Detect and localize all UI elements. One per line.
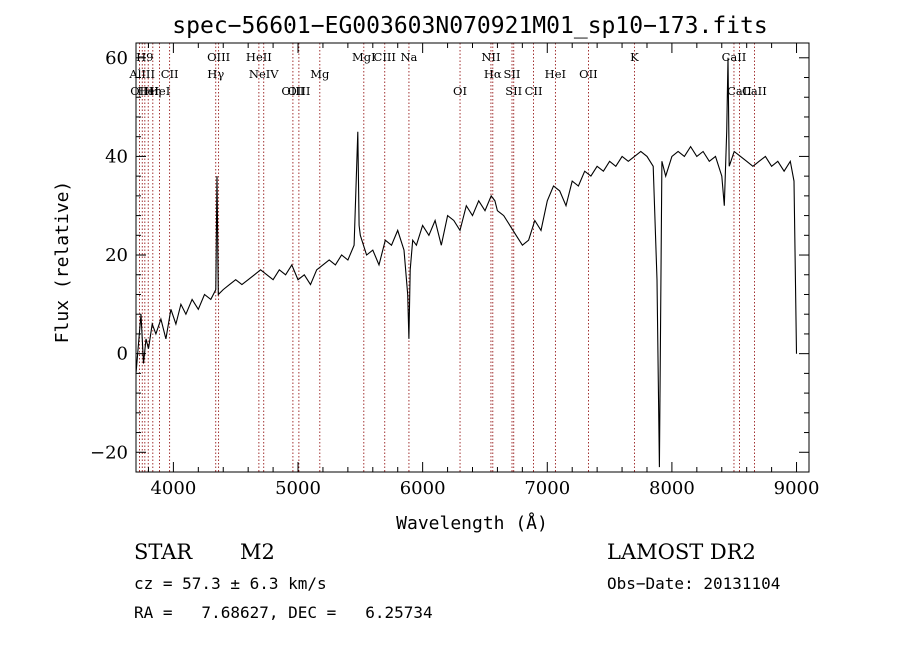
x-tick-label-8000: 8000 — [649, 478, 695, 499]
line-marker-label-10: NeIV — [249, 67, 279, 81]
line-marker-label-16: Na — [400, 50, 417, 64]
line-marker-label-20: SII — [504, 67, 521, 81]
chart-title: spec−56601−EG003603N070921M01_sp10−173.f… — [172, 13, 767, 39]
x-tick-label-6000: 6000 — [400, 478, 446, 499]
line-marker-label-17: OI — [453, 84, 467, 98]
line-marker-label-0: OII — [130, 84, 149, 98]
line-marker-label-5: HeI — [149, 84, 170, 98]
line-marker-label-26: CaII — [722, 50, 747, 64]
y-tick-label-60: 60 — [105, 48, 128, 69]
line-marker-label-28: CaII — [742, 84, 767, 98]
line-marker-label-3: HeI — [138, 84, 159, 98]
line-marker-label-4: Hη — [144, 84, 161, 98]
y-tick-label-40: 40 — [105, 146, 128, 167]
x-tick-label-9000: 9000 — [774, 478, 820, 499]
line-marker-label-11: OIII — [281, 84, 304, 98]
survey-name: LAMOST DR2 — [607, 540, 756, 564]
coordinates: RA = 7.68627, DEC = 6.25734 — [134, 603, 433, 622]
line-marker-label-15: CIII — [374, 50, 396, 64]
line-marker-label-12: OIII — [287, 84, 310, 98]
axis-tick-labels: 4000 5000 6000 7000 8000 9000 −20 0 20 40 60 — [90, 48, 819, 499]
x-tick-label-5000: 5000 — [275, 478, 321, 499]
line-marker-label-21: SII — [505, 84, 522, 98]
x-tick-label-4000: 4000 — [150, 478, 196, 499]
line-marker-label-8: OIII — [207, 50, 230, 64]
x-tick-label-7000: 7000 — [524, 478, 570, 499]
y-tick-label--20: −20 — [90, 442, 128, 463]
observation-date: Obs−Date: 20131104 — [607, 574, 781, 593]
object-class: STAR — [134, 540, 193, 564]
object-subclass: M2 — [240, 540, 275, 564]
line-marker-label-13: Mg — [310, 67, 330, 81]
line-marker-label-22: CII — [525, 84, 543, 98]
line-marker-label-25: K — [630, 50, 639, 64]
x-axis-label: Wavelength (Å) — [396, 512, 548, 534]
line-marker-label-18: NII — [481, 50, 500, 64]
plot-frame — [135, 42, 810, 473]
line-marker-label-7: Hγ — [207, 67, 224, 81]
line-marker-label-14: MgI — [352, 50, 376, 64]
axis-ticks — [136, 43, 809, 472]
line-marker-label-27: CaII — [727, 84, 752, 98]
emission-line-markers — [139, 43, 755, 472]
y-tick-label-20: 20 — [105, 245, 128, 266]
line-marker-label-9: HeII — [246, 50, 272, 64]
line-marker-label-6: CII — [161, 67, 179, 81]
y-tick-label-0: 0 — [117, 344, 128, 365]
line-marker-label-1: AlIII — [128, 67, 155, 81]
line-marker-label-24: HeI — [545, 67, 566, 81]
line-marker-label-19: Hα — [484, 67, 502, 81]
line-marker-label-2: H9 — [136, 50, 153, 64]
y-axis-label: Flux (relative) — [52, 181, 73, 344]
spectrum-line — [135, 57, 798, 468]
redshift-velocity: cz = 57.3 ± 6.3 km/s — [134, 574, 327, 593]
line-marker-label-23: OII — [579, 67, 598, 81]
